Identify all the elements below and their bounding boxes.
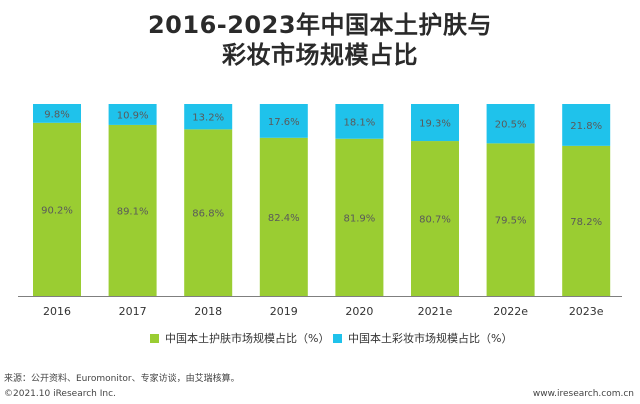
website-text: www.iresearch.com.cn [532,389,634,399]
data-label-cosmetics-2023e: 21.8% [570,121,602,132]
bar-skincare-2023e [562,145,611,296]
legend-label-cosmetics: 中国本土彩妆市场规模占比（%） [348,332,513,345]
data-label-skincare-2019: 82.4% [268,213,300,224]
legend-swatch-cosmetics [333,333,342,343]
bar-cosmetics-2021e [411,104,459,142]
bar-cosmetics-2018 [184,104,233,130]
bar-cosmetics-2019 [259,104,308,138]
data-label-skincare-2017: 89.1% [117,206,149,217]
chart-title-line-1: 2016-2023年中国本土护肤与 [147,11,493,39]
chart-title: 2016-2023年中国本土护肤与 彩妆市场规模占比 [0,10,640,70]
data-label-cosmetics-2016: 9.8% [44,109,69,120]
bar-cosmetics-2020 [335,104,384,139]
bar-skincare-2019 [259,137,308,296]
bar-skincare-2020 [335,138,384,296]
x-tick-label-2021e: 2021e [418,305,453,318]
bar-cosmetics-2022e [486,104,535,144]
stacked-bar-chart: 90.2% 9.8% 2016 89.1% 10.9% 2017 86.8% 13.2% 201… [18,104,622,318]
bar-skincare-2021e [411,141,459,296]
x-tick-label-2022e: 2022e [493,305,528,318]
chart-title-line-2: 彩妆市场规模占比 [222,41,418,69]
source-note: 来源：公开资料、Euromonitor、专家访谈，由艾瑞核算。 [4,374,240,384]
legend-label-skincare: 中国本土护肤市场规模占比（%） [165,332,330,345]
chart-legend: 中国本土护肤市场规模占比（%） 中国本土彩妆市场规模占比（%） [0,330,640,350]
x-tick-label-2016: 2016 [43,305,71,318]
legend-item-skincare: 中国本土护肤市场规模占比（%） [150,330,329,346]
legend-item-cosmetics: 中国本土彩妆市场规模占比（%） [333,330,512,346]
x-tick-label-2018: 2018 [194,305,222,318]
page-footer: 来源：公开资料、Euromonitor、专家访谈，由艾瑞核算。 ©2021.10… [0,367,640,404]
x-tick-label-2019: 2019 [270,305,298,318]
bar-skincare-2018 [184,129,233,296]
data-label-skincare-2023e: 78.2% [570,217,602,228]
data-label-cosmetics-2019: 17.6% [268,117,300,128]
legend-swatch-skincare [150,333,159,343]
x-tick-label-2023e: 2023e [569,305,604,318]
x-tick-label-2020: 2020 [345,305,373,318]
x-tick-label-2017: 2017 [119,305,147,318]
data-label-skincare-2018: 86.8% [192,209,224,220]
data-label-cosmetics-2022e: 20.5% [495,120,527,131]
bar-cosmetics-2017 [108,104,157,125]
data-label-skincare-2020: 81.9% [344,213,376,224]
data-label-cosmetics-2018: 13.2% [192,113,224,124]
data-label-cosmetics-2021e: 19.3% [419,119,451,130]
data-label-cosmetics-2017: 10.9% [117,110,149,121]
data-label-skincare-2021e: 80.7% [419,215,451,226]
data-label-skincare-2022e: 79.5% [495,216,527,227]
bar-cosmetics-2023e [562,104,611,146]
data-label-cosmetics-2020: 18.1% [344,117,376,128]
data-label-skincare-2016: 90.2% [41,205,73,216]
bar-skincare-2016 [33,122,81,296]
bar-skincare-2017 [108,124,157,296]
bar-cosmetics-2016 [33,104,81,123]
copyright-text: ©2021.10 iResearch Inc. [4,389,116,399]
bar-skincare-2022e [486,143,535,296]
